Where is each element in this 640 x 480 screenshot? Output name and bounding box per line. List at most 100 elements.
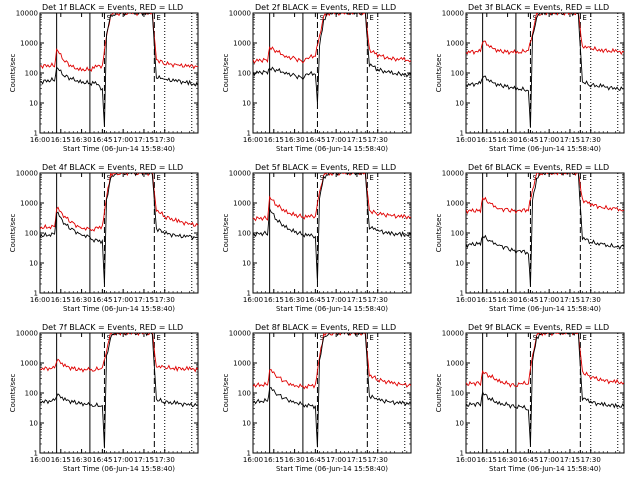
y-tick-label: 10000	[442, 330, 464, 338]
y-axis-label: Counts/sec	[435, 54, 443, 93]
subplot-det-4: Det 4f BLACK = Events, RED = LLD 1 10 100 10…	[9, 163, 199, 313]
x-tick-label: 16:45	[518, 296, 538, 304]
series-line-lld	[466, 13, 624, 56]
chart-title: Det 5f BLACK = Events, RED = LLD	[255, 163, 396, 172]
y-tick-label: 10	[242, 260, 251, 268]
subplot-det-6: Det 6f BLACK = Events, RED = LLD 1 10 100 10…	[435, 163, 625, 313]
y-tick-label: 10000	[16, 170, 38, 178]
y-tick-label: 1	[34, 450, 38, 458]
subplot-det-5: Det 5f BLACK = Events, RED = LLD 1 10 100 10…	[222, 163, 412, 313]
series-line-events	[466, 333, 624, 446]
y-tick-label: 100	[238, 70, 251, 78]
y-tick-label: 10	[242, 420, 251, 428]
y-tick-label: 10000	[442, 10, 464, 18]
x-tick-label: 17:00	[326, 136, 346, 144]
chart-title: Det 8f BLACK = Events, RED = LLD	[255, 323, 396, 332]
x-axis-label: Start Time (06-Jun-14 15:58:40)	[63, 465, 175, 473]
series-line-events	[253, 13, 411, 104]
x-tick-label: 17:15	[560, 296, 580, 304]
y-tick-label: 1	[460, 450, 464, 458]
x-tick-label: 16:45	[92, 456, 112, 464]
end-marker-label: E	[156, 334, 160, 342]
y-tick-label: 1	[247, 130, 251, 138]
series-line-events	[466, 13, 624, 128]
x-tick-label: 17:30	[155, 136, 175, 144]
x-tick-label: 16:15	[51, 296, 71, 304]
y-tick-label: 100	[238, 230, 251, 238]
y-axis-label: Counts/sec	[222, 214, 230, 253]
x-tick-label: 16:15	[477, 456, 497, 464]
x-tick-label: 17:30	[581, 456, 601, 464]
y-axis-label: Counts/sec	[9, 54, 17, 93]
x-tick-label: 17:00	[326, 456, 346, 464]
x-tick-label: 17:00	[539, 296, 559, 304]
y-axis-label: Counts/sec	[435, 214, 443, 253]
y-tick-label: 100	[451, 390, 464, 398]
start-marker-label: S	[106, 334, 111, 342]
subplot-det-2: Det 2f BLACK = Events, RED = LLD 1 10 100 10…	[222, 3, 412, 153]
y-tick-label: 10	[455, 420, 464, 428]
subplot-det-1: Det 1f BLACK = Events, RED = LLD 1 10 100 10…	[9, 3, 199, 153]
end-marker-label: E	[369, 334, 373, 342]
x-tick-label: 16:00	[456, 136, 476, 144]
x-tick-label: 16:45	[518, 456, 538, 464]
y-tick-label: 10	[29, 420, 38, 428]
x-tick-label: 17:00	[539, 136, 559, 144]
x-tick-label: 17:15	[347, 456, 367, 464]
y-axis-label: Counts/sec	[9, 374, 17, 413]
x-tick-label: 17:30	[155, 296, 175, 304]
y-tick-label: 1000	[233, 40, 251, 48]
x-axis-label: Start Time (06-Jun-14 15:58:40)	[63, 145, 175, 153]
y-tick-label: 1	[34, 130, 38, 138]
x-tick-label: 16:15	[264, 296, 284, 304]
x-tick-label: 16:30	[497, 456, 517, 464]
y-tick-label: 1000	[233, 200, 251, 208]
y-tick-label: 1	[34, 290, 38, 298]
x-tick-label: 17:00	[326, 296, 346, 304]
chart-title: Det 2f BLACK = Events, RED = LLD	[255, 3, 396, 12]
y-tick-label: 100	[451, 70, 464, 78]
y-tick-label: 10	[455, 260, 464, 268]
start-marker-label: S	[106, 174, 111, 182]
x-tick-label: 16:15	[51, 136, 71, 144]
x-tick-label: 17:30	[368, 456, 388, 464]
y-tick-label: 10000	[16, 10, 38, 18]
series-line-lld	[253, 333, 411, 390]
x-tick-label: 16:30	[284, 296, 304, 304]
y-axis-label: Counts/sec	[222, 374, 230, 413]
end-marker-label: E	[369, 14, 373, 22]
x-tick-label: 16:15	[477, 296, 497, 304]
y-tick-label: 100	[25, 70, 38, 78]
start-marker-label: S	[532, 334, 537, 342]
x-axis-label: Start Time (06-Jun-14 15:58:40)	[276, 145, 388, 153]
x-tick-label: 16:30	[284, 456, 304, 464]
series-line-events	[253, 173, 411, 282]
x-axis-label: Start Time (06-Jun-14 15:58:40)	[276, 305, 388, 313]
y-tick-label: 100	[25, 390, 38, 398]
series-line-events	[40, 13, 198, 127]
x-axis-label: Start Time (06-Jun-14 15:58:40)	[276, 465, 388, 473]
start-marker-label: S	[106, 14, 111, 22]
y-tick-label: 10	[455, 100, 464, 108]
x-tick-label: 16:00	[456, 456, 476, 464]
x-tick-label: 16:00	[30, 296, 50, 304]
chart-title: Det 6f BLACK = Events, RED = LLD	[468, 163, 609, 172]
end-marker-label: E	[582, 14, 586, 22]
x-tick-label: 17:15	[347, 136, 367, 144]
end-marker-label: E	[582, 174, 586, 182]
x-tick-label: 17:00	[539, 456, 559, 464]
y-tick-label: 1	[247, 290, 251, 298]
y-tick-label: 1000	[446, 200, 464, 208]
y-tick-label: 10000	[229, 10, 251, 18]
series-line-events	[40, 333, 198, 449]
x-tick-label: 17:00	[113, 456, 133, 464]
x-tick-label: 16:45	[92, 296, 112, 304]
y-tick-label: 1000	[20, 200, 38, 208]
chart-title: Det 1f BLACK = Events, RED = LLD	[42, 3, 183, 12]
x-tick-label: 17:30	[368, 136, 388, 144]
series-line-lld	[253, 173, 411, 222]
x-tick-label: 17:15	[347, 296, 367, 304]
y-tick-label: 10000	[229, 170, 251, 178]
x-tick-label: 16:00	[456, 296, 476, 304]
